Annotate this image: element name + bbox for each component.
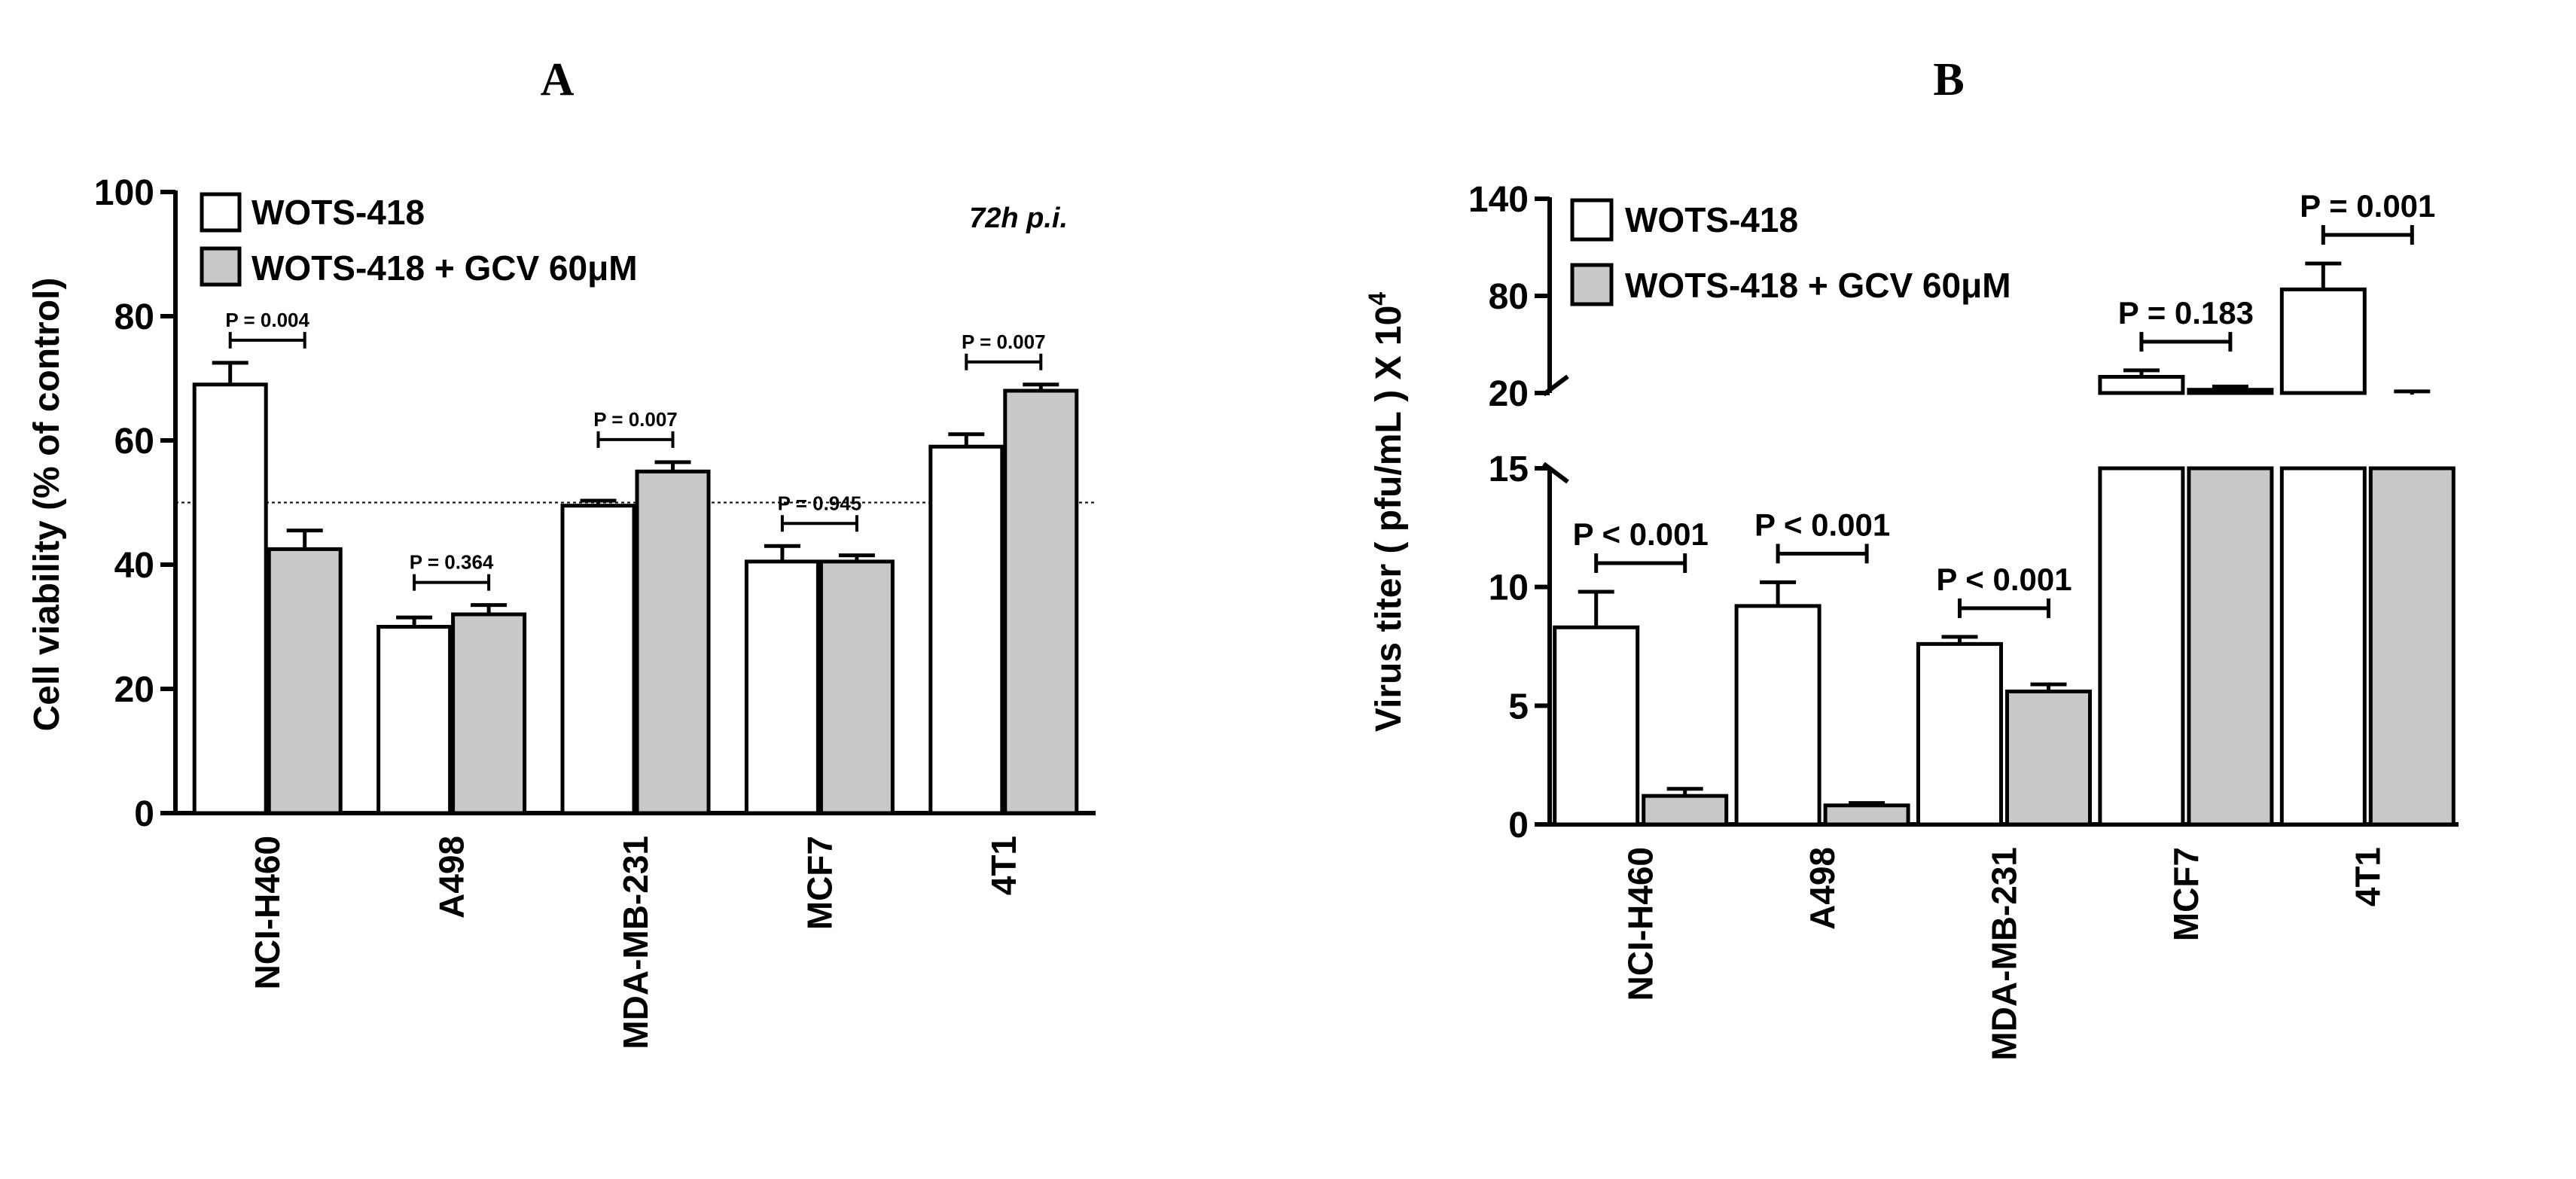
panel-b-y-tick-label: 20 <box>1489 374 1529 414</box>
panel-b-p-value: P = 0.001 <box>2300 188 2435 224</box>
panel-a-category-label: MCF7 <box>800 836 839 930</box>
panel-a-category-label: NCI-H460 <box>248 836 287 990</box>
panel-label-b: B <box>1933 54 1964 105</box>
panel-b-p-value: P < 0.001 <box>1936 562 2071 597</box>
panel-b-category-label: NCI-H460 <box>1621 847 1660 1001</box>
panel-a-bar-wots418 <box>744 559 820 815</box>
panel-b-bar-wots418-lower-segment <box>2279 466 2367 827</box>
panel-a-p-value: P = 0.004 <box>225 309 309 331</box>
panel-b: Virus titer ( pfu/mL ) X 104 WOTS-418 WO… <box>1364 180 2459 1061</box>
panel-a-y-tick-label: 40 <box>114 546 154 586</box>
panel-b-bar-wots418 <box>2279 287 2367 395</box>
panel-b-bar-wots418 <box>2098 375 2185 395</box>
panel-b-y-axis-title-exponent: 4 <box>1364 292 1391 306</box>
panel-b-p-value: P < 0.001 <box>1754 507 1890 542</box>
panel-a-timepoint-note: 72h p.i. <box>969 203 1068 234</box>
panel-b-bar-wots418-gcv <box>2187 388 2274 395</box>
panel-a-plot: 0 20 40 60 80 100 P = 0.004 NCI-H460 P = 0.364 A4… <box>94 173 1096 1050</box>
panel-a-bar-wots418-gcv <box>451 612 527 815</box>
panel-a-bar-wots418-gcv <box>819 559 895 815</box>
panel-label-a: A <box>541 54 575 105</box>
panel-b-y-tick-label: 0 <box>1508 806 1529 845</box>
panel-b-category-label: A498 <box>1803 847 1842 930</box>
panel-a-bar-wots418 <box>376 625 453 815</box>
panel-a-bar-wots418-gcv <box>1003 388 1079 815</box>
panel-a-y-axis-title: Cell viability (% of control) <box>27 278 67 732</box>
panel-a-legend-swatch-1 <box>200 192 242 233</box>
panel-b-category-label: MCF7 <box>2166 847 2206 941</box>
panel-b-y-tick-label: 15 <box>1489 449 1529 489</box>
panel-b-p-value: P < 0.001 <box>1573 516 1709 552</box>
panel-a-bar-wots418 <box>192 382 268 815</box>
panel-b-legend-swatch-2 <box>1570 263 1614 306</box>
panel-a-y-tick-label: 0 <box>134 794 154 834</box>
panel-a-y-tick-label: 100 <box>94 173 154 213</box>
panel-b-bar-wots418-lower-segment <box>2098 466 2185 827</box>
panel-a-legend-swatch-2 <box>200 246 242 287</box>
panel-b-p-value: P = 0.183 <box>2118 295 2254 331</box>
panel-b-y-tick-label: 5 <box>1508 687 1529 727</box>
panel-a-category-label: MDA-MB-231 <box>616 836 655 1050</box>
panel-a-bar-wots418-gcv <box>267 547 343 815</box>
panel-b-category-label: 4T1 <box>2348 847 2387 906</box>
panel-b-y-tick-label: 140 <box>1468 180 1529 220</box>
panel-b-y-axis-title-main: Virus titer ( pfu/mL ) X 10 <box>1369 306 1409 732</box>
panel-a-legend-label-1: WOTS-418 <box>252 193 425 232</box>
panel-b-bar-wots418-gcv-lower-segment <box>2368 466 2456 827</box>
panel-b-legend-swatch-1 <box>1570 198 1614 242</box>
panel-b-y-tick-label: 10 <box>1489 568 1529 608</box>
panel-b-bar-wots418 <box>1734 604 1821 827</box>
panel-a-p-value: P = 0.007 <box>593 408 678 431</box>
panel-a-p-value: P = 0.945 <box>778 492 862 514</box>
panel-a-category-label: A498 <box>432 836 471 919</box>
panel-a-legend-label-2: WOTS-418 + GCV 60μM <box>252 248 638 288</box>
panel-b-bar-wots418-gcv <box>1823 803 1910 827</box>
panel-b-bar-wots418 <box>1553 625 1640 827</box>
panel-a-y-tick-label: 80 <box>114 297 154 337</box>
panel-b-y-axis-title: Virus titer ( pfu/mL ) X 104 <box>1364 292 1409 732</box>
panel-a-p-value: P = 0.007 <box>962 331 1046 353</box>
panel-a-p-value: P = 0.364 <box>410 551 494 574</box>
panel-a-bar-wots418 <box>928 444 1004 815</box>
panel-b-bar-wots418-gcv-lower-segment <box>2187 466 2274 827</box>
panel-a-bar-wots418-gcv <box>635 469 711 815</box>
panel-b-category-label: MDA-MB-231 <box>1985 847 2024 1061</box>
panel-a-bar-wots418 <box>560 504 636 815</box>
panel-b-legend-label-2: WOTS-418 + GCV 60μM <box>1625 266 2011 305</box>
panel-a-category-label: 4T1 <box>984 836 1023 895</box>
panel-b-legend-label-1: WOTS-418 <box>1625 200 1798 239</box>
panel-a: Cell viability (% of control) 72h p.i. W… <box>27 173 1096 1050</box>
panel-b-y-tick-label: 80 <box>1489 277 1529 317</box>
panel-b-bar-wots418-gcv <box>1642 794 1729 827</box>
panel-b-plot: 0 5 10 15 20 80 140 P < 0.001 NCI-H460 P < 0.001 A… <box>1468 180 2459 1061</box>
panel-b-bar-wots418-gcv <box>2005 689 2092 827</box>
panel-a-y-tick-label: 60 <box>114 422 154 462</box>
panel-a-y-tick-label: 20 <box>114 670 154 710</box>
panel-b-bar-wots418 <box>1916 641 2003 827</box>
